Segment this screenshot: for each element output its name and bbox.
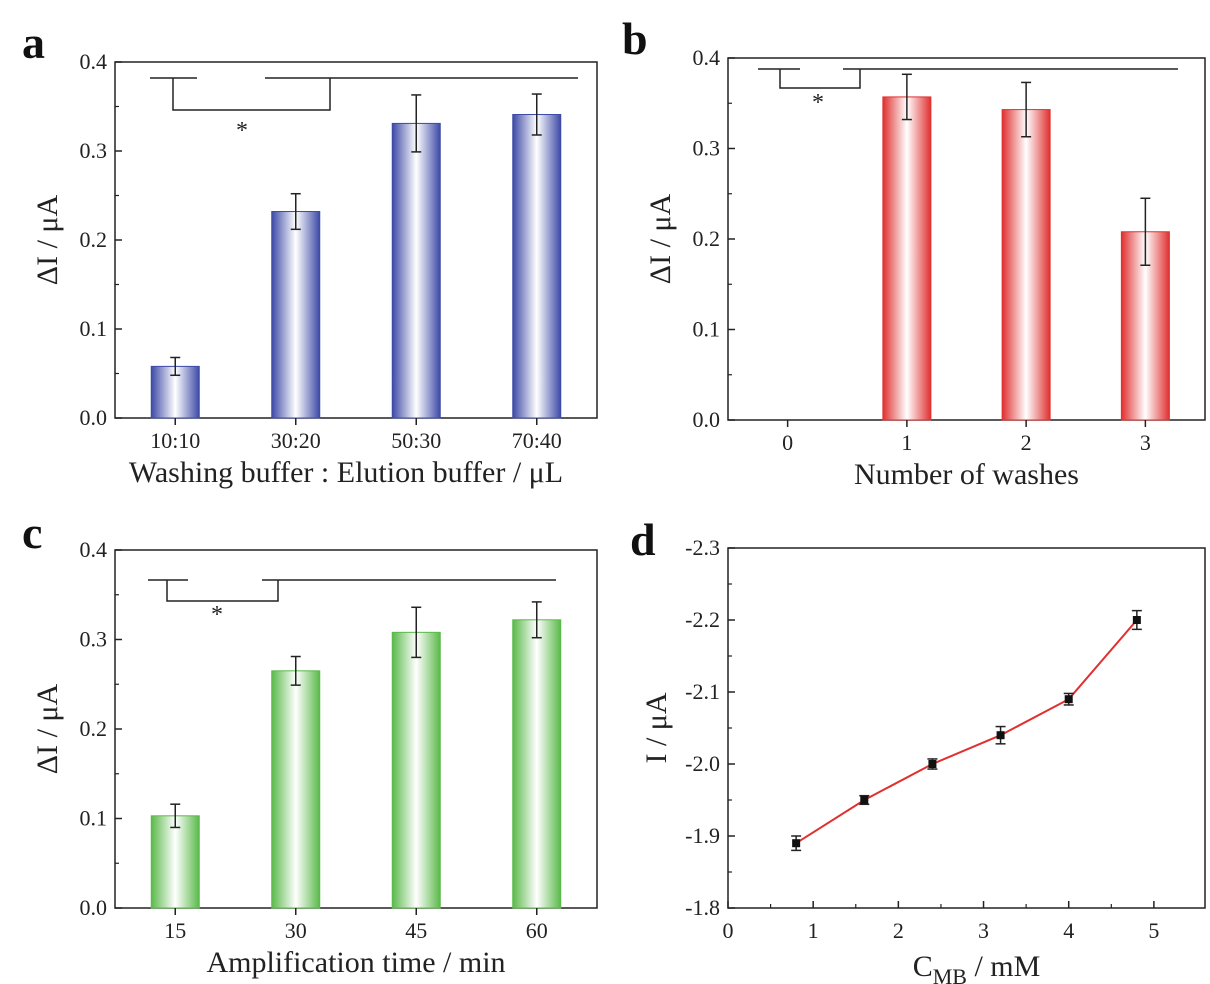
bar: [512, 114, 562, 419]
significance-star: *: [236, 118, 248, 144]
bar: [882, 96, 932, 421]
x-axis-title: Washing buffer : Elution buffer / μL: [129, 456, 563, 489]
y-tick-label: 0.1: [80, 316, 108, 341]
bar: [150, 815, 200, 909]
x-tick-label: 2: [1021, 430, 1032, 455]
y-axis-title: I / μA: [640, 692, 673, 763]
y-tick-label: 0.0: [80, 405, 108, 430]
y-tick-label: 0.3: [80, 138, 108, 163]
x-axis-title-unit: / mM: [967, 950, 1040, 983]
x-tick-label: 50:30: [391, 428, 441, 453]
y-axis-title: ΔI / μA: [31, 683, 64, 774]
series-line: [795, 619, 1138, 845]
data-point: [860, 796, 869, 804]
x-tick-label: 60: [526, 918, 548, 943]
significance-star: *: [812, 90, 824, 116]
y-tick-label: 0.0: [693, 407, 721, 432]
x-axis-title: Number of washes: [854, 458, 1079, 491]
y-tick-label: 0.2: [80, 227, 108, 252]
data-point: [928, 760, 937, 768]
x-tick-label: 3: [1140, 430, 1151, 455]
y-tick-label: -2.1: [685, 679, 720, 704]
chart-panel-a: 0.0 0.1 0.2 0.3 0.4 10:10 30:20 50:30 70:40 * Wash…: [31, 49, 598, 489]
chart-panel-d: -1.8 -1.9 -2.0 -2.1 -2.2 -2.3 0 1 2 3 4 5 CMB / mM I …: [640, 535, 1206, 984]
y-axis-title: ΔI / μA: [31, 194, 64, 285]
x-tick-label: 3: [978, 918, 989, 943]
y-tick-label: 0.4: [80, 537, 108, 562]
panel-label-a: a: [22, 17, 45, 68]
data-point: [996, 731, 1005, 740]
x-tick-label: 1: [901, 430, 912, 455]
y-tick-label: 0.1: [693, 317, 721, 342]
y-tick-label: -2.3: [685, 535, 720, 560]
significance-bracket: [758, 68, 1178, 89]
x-tick-label: 4: [1063, 918, 1074, 943]
significance-star: *: [211, 602, 223, 628]
significance-bracket: [148, 579, 556, 602]
x-tick-label: 5: [1148, 918, 1159, 943]
bar: [271, 211, 321, 419]
x-axis-title: CMB / mM: [913, 950, 1041, 984]
y-tick-label: -2.0: [685, 751, 720, 776]
bar: [271, 670, 321, 909]
y-tick-label: 0.3: [693, 136, 721, 161]
y-tick-label: 0.1: [80, 806, 108, 831]
bar: [391, 122, 441, 419]
x-tick-label: 70:40: [512, 428, 562, 453]
y-tick-label: 0.4: [693, 45, 721, 70]
x-tick-label: 15: [164, 918, 186, 943]
x-tick-label: 30:20: [271, 428, 321, 453]
chart-panel-c: 0.0 0.1 0.2 0.3 0.4 15 30 45 60 * Amplification ti…: [31, 537, 598, 979]
x-tick-label: 2: [893, 918, 904, 943]
bar: [1001, 109, 1051, 421]
x-axis-title: Amplification time / min: [206, 946, 505, 979]
data-point: [1132, 616, 1141, 624]
bar: [512, 619, 562, 909]
data-point: [792, 839, 801, 848]
data-point: [1064, 695, 1073, 704]
y-tick-label: -2.2: [685, 607, 720, 632]
y-tick-label: -1.9: [685, 823, 720, 848]
chart-panel-b: 0.0 0.1 0.2 0.3 0.4 0 1 2 3 * Number of washes ΔI /…: [644, 45, 1206, 491]
y-tick-label: 0.2: [693, 226, 721, 251]
y-tick-label: 0.4: [80, 49, 108, 74]
panel-label-c: c: [22, 507, 42, 558]
x-tick-label: 1: [808, 918, 819, 943]
panel-label-b: b: [622, 13, 648, 64]
x-tick-label: 30: [285, 918, 307, 943]
y-tick-label: 0.2: [80, 716, 108, 741]
bar: [391, 631, 441, 909]
panel-label-d: d: [630, 514, 656, 565]
plot-frame: [727, 547, 1206, 909]
x-tick-label: 45: [405, 918, 427, 943]
x-tick-label: 10:10: [150, 428, 200, 453]
x-axis-title-sub: MB: [933, 964, 967, 984]
y-axis-title: ΔI / μA: [644, 193, 677, 284]
significance-bracket: [150, 77, 578, 111]
y-tick-label: 0.0: [80, 895, 108, 920]
x-tick-label: 0: [782, 430, 793, 455]
x-axis-title-main: C: [913, 950, 933, 983]
y-tick-label: -1.8: [685, 895, 720, 920]
x-tick-label: 0: [723, 918, 734, 943]
y-tick-label: 0.3: [80, 627, 108, 652]
